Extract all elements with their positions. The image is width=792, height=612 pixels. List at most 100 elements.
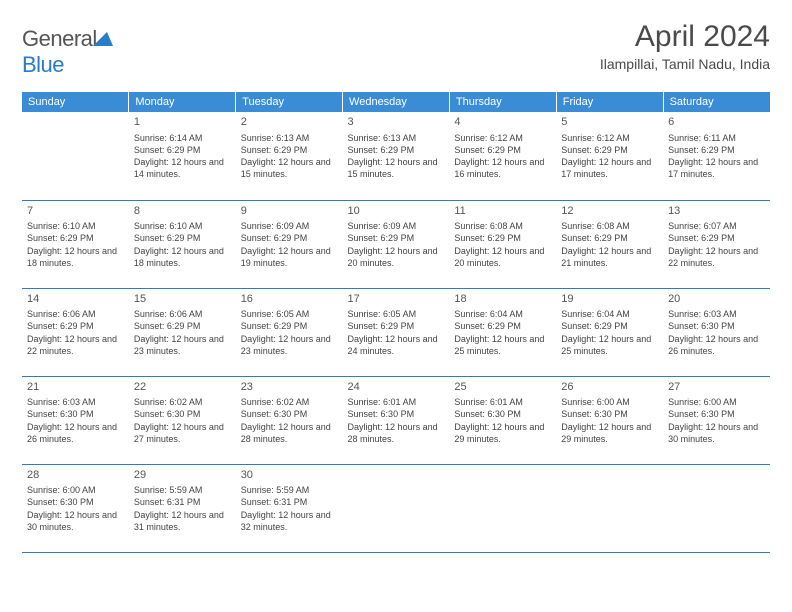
sunrise-text: Sunrise: 6:11 AM: [668, 132, 765, 144]
sunset-text: Sunset: 6:29 PM: [561, 320, 658, 332]
sunrise-text: Sunrise: 6:08 AM: [561, 220, 658, 232]
sunset-text: Sunset: 6:29 PM: [454, 232, 551, 244]
day-number: 7: [27, 204, 124, 219]
calendar-cell: 17Sunrise: 6:05 AMSunset: 6:29 PMDayligh…: [343, 288, 450, 376]
calendar-cell: 29Sunrise: 5:59 AMSunset: 6:31 PMDayligh…: [129, 464, 236, 552]
day-number: 12: [561, 204, 658, 219]
sunrise-text: Sunrise: 6:09 AM: [348, 220, 445, 232]
daylight-text: Daylight: 12 hours and 15 minutes.: [348, 156, 445, 180]
daylight-text: Daylight: 12 hours and 25 minutes.: [561, 333, 658, 357]
sunset-text: Sunset: 6:29 PM: [27, 320, 124, 332]
day-number: 29: [134, 468, 231, 483]
brand-text-1: General: [22, 26, 97, 51]
sunrise-text: Sunrise: 6:04 AM: [454, 308, 551, 320]
sunset-text: Sunset: 6:30 PM: [561, 408, 658, 420]
calendar-cell: 20Sunrise: 6:03 AMSunset: 6:30 PMDayligh…: [663, 288, 770, 376]
calendar-cell: 21Sunrise: 6:03 AMSunset: 6:30 PMDayligh…: [22, 376, 129, 464]
day-number: 1: [134, 115, 231, 130]
daylight-text: Daylight: 12 hours and 19 minutes.: [241, 245, 338, 269]
day-number: 6: [668, 115, 765, 130]
sunset-text: Sunset: 6:29 PM: [134, 144, 231, 156]
daylight-text: Daylight: 12 hours and 21 minutes.: [561, 245, 658, 269]
calendar-cell: [449, 464, 556, 552]
sunrise-text: Sunrise: 5:59 AM: [134, 484, 231, 496]
sunrise-text: Sunrise: 6:09 AM: [241, 220, 338, 232]
day-number: 26: [561, 380, 658, 395]
calendar-cell: [556, 464, 663, 552]
sunrise-text: Sunrise: 6:12 AM: [561, 132, 658, 144]
day-number: 2: [241, 115, 338, 130]
day-number: 11: [454, 204, 551, 219]
sunset-text: Sunset: 6:29 PM: [561, 232, 658, 244]
sunrise-text: Sunrise: 6:14 AM: [134, 132, 231, 144]
day-number: 30: [241, 468, 338, 483]
daylight-text: Daylight: 12 hours and 22 minutes.: [27, 333, 124, 357]
location-subtitle: Ilampillai, Tamil Nadu, India: [600, 56, 770, 72]
sunset-text: Sunset: 6:30 PM: [27, 496, 124, 508]
brand-text: General Blue: [22, 26, 113, 78]
daylight-text: Daylight: 12 hours and 16 minutes.: [454, 156, 551, 180]
sunrise-text: Sunrise: 6:06 AM: [27, 308, 124, 320]
weekday-header: Sunday: [22, 92, 129, 112]
day-number: 14: [27, 292, 124, 307]
sunrise-text: Sunrise: 6:13 AM: [241, 132, 338, 144]
calendar-cell: [343, 464, 450, 552]
sunrise-text: Sunrise: 6:00 AM: [668, 396, 765, 408]
sunset-text: Sunset: 6:30 PM: [241, 408, 338, 420]
sunset-text: Sunset: 6:29 PM: [134, 232, 231, 244]
sunset-text: Sunset: 6:29 PM: [134, 320, 231, 332]
sunrise-text: Sunrise: 6:02 AM: [241, 396, 338, 408]
calendar-cell: 18Sunrise: 6:04 AMSunset: 6:29 PMDayligh…: [449, 288, 556, 376]
daylight-text: Daylight: 12 hours and 20 minutes.: [454, 245, 551, 269]
sunset-text: Sunset: 6:29 PM: [668, 232, 765, 244]
weekday-header: Thursday: [449, 92, 556, 112]
day-number: 21: [27, 380, 124, 395]
brand-logo: General Blue: [22, 20, 113, 78]
calendar-cell: [663, 464, 770, 552]
sunset-text: Sunset: 6:29 PM: [561, 144, 658, 156]
day-number: 27: [668, 380, 765, 395]
calendar-header-row: Sunday Monday Tuesday Wednesday Thursday…: [22, 92, 770, 112]
daylight-text: Daylight: 12 hours and 18 minutes.: [134, 245, 231, 269]
daylight-text: Daylight: 12 hours and 24 minutes.: [348, 333, 445, 357]
day-number: 10: [348, 204, 445, 219]
sunrise-text: Sunrise: 6:02 AM: [134, 396, 231, 408]
sunrise-text: Sunrise: 6:03 AM: [668, 308, 765, 320]
calendar-cell: 2Sunrise: 6:13 AMSunset: 6:29 PMDaylight…: [236, 112, 343, 200]
sunrise-text: Sunrise: 6:10 AM: [134, 220, 231, 232]
daylight-text: Daylight: 12 hours and 18 minutes.: [27, 245, 124, 269]
daylight-text: Daylight: 12 hours and 28 minutes.: [241, 421, 338, 445]
calendar-cell: 8Sunrise: 6:10 AMSunset: 6:29 PMDaylight…: [129, 200, 236, 288]
sunrise-text: Sunrise: 6:06 AM: [134, 308, 231, 320]
calendar-cell: 23Sunrise: 6:02 AMSunset: 6:30 PMDayligh…: [236, 376, 343, 464]
weekday-header: Monday: [129, 92, 236, 112]
calendar-cell: 1 Sunrise: 6:14 AMSunset: 6:29 PMDaylight…: [129, 112, 236, 200]
weekday-header: Tuesday: [236, 92, 343, 112]
calendar-row: 1Sunrise: 6:14 AMSunset: 6:29 PMDaylight…: [22, 112, 770, 200]
daylight-text: Daylight: 12 hours and 32 minutes.: [241, 509, 338, 533]
sunrise-text: Sunrise: 6:12 AM: [454, 132, 551, 144]
daylight-text: Daylight: 12 hours and 20 minutes.: [348, 245, 445, 269]
sunset-text: Sunset: 6:29 PM: [454, 320, 551, 332]
calendar-cell: 26Sunrise: 6:00 AMSunset: 6:30 PMDayligh…: [556, 376, 663, 464]
sunset-text: Sunset: 6:29 PM: [27, 232, 124, 244]
calendar-cell: 11Sunrise: 6:08 AMSunset: 6:29 PMDayligh…: [449, 200, 556, 288]
day-number: 13: [668, 204, 765, 219]
day-number: 22: [134, 380, 231, 395]
day-number: 23: [241, 380, 338, 395]
calendar-cell: 7Sunrise: 6:10 AMSunset: 6:29 PMDaylight…: [22, 200, 129, 288]
calendar-cell: 5Sunrise: 6:12 AMSunset: 6:29 PMDaylight…: [556, 112, 663, 200]
daylight-text: Daylight: 12 hours and 31 minutes.: [134, 509, 231, 533]
calendar-cell: 16Sunrise: 6:05 AMSunset: 6:29 PMDayligh…: [236, 288, 343, 376]
day-number: 4: [454, 115, 551, 130]
month-title: April 2024: [600, 20, 770, 54]
daylight-text: Daylight: 12 hours and 15 minutes.: [241, 156, 338, 180]
day-number: 19: [561, 292, 658, 307]
daylight-text: Daylight: 12 hours and 22 minutes.: [668, 245, 765, 269]
calendar-cell: 19Sunrise: 6:04 AMSunset: 6:29 PMDayligh…: [556, 288, 663, 376]
daylight-text: Daylight: 12 hours and 14 minutes.: [134, 156, 231, 180]
sunset-text: Sunset: 6:31 PM: [241, 496, 338, 508]
sunset-text: Sunset: 6:29 PM: [348, 144, 445, 156]
calendar-cell: 4Sunrise: 6:12 AMSunset: 6:29 PMDaylight…: [449, 112, 556, 200]
day-number: 18: [454, 292, 551, 307]
